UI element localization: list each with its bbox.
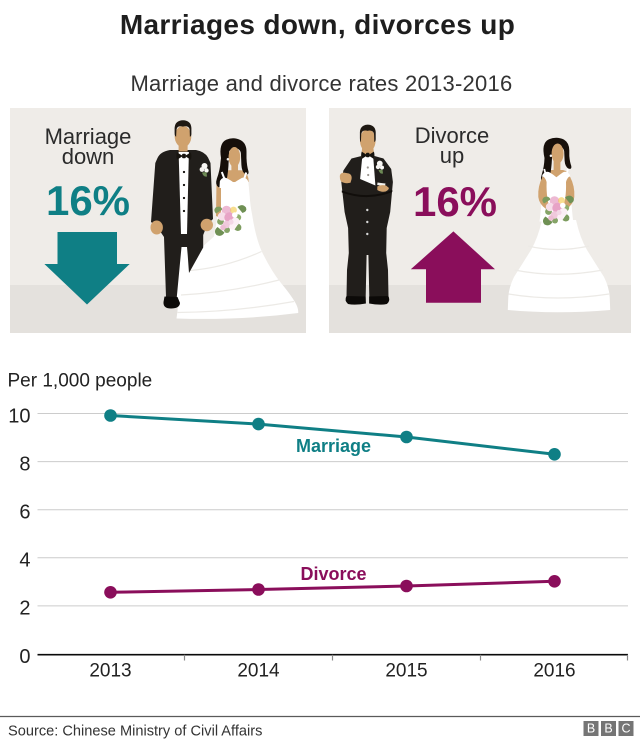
svg-text:8: 8 xyxy=(19,453,30,475)
svg-text:Marriage: Marriage xyxy=(296,436,371,456)
svg-text:2: 2 xyxy=(19,598,30,620)
svg-text:Per 1,000 people: Per 1,000 people xyxy=(8,371,153,392)
svg-text:0: 0 xyxy=(19,646,30,668)
svg-text:10: 10 xyxy=(8,405,30,427)
svg-text:Divorce: Divorce xyxy=(300,564,366,584)
svg-text:B: B xyxy=(604,722,612,736)
svg-text:2014: 2014 xyxy=(237,661,280,682)
svg-text:C: C xyxy=(621,722,630,736)
svg-text:2013: 2013 xyxy=(89,661,131,682)
svg-text:6: 6 xyxy=(19,502,30,524)
svg-text:4: 4 xyxy=(19,550,30,572)
svg-text:B: B xyxy=(587,722,595,736)
svg-text:2016: 2016 xyxy=(533,661,575,682)
svg-text:2015: 2015 xyxy=(385,661,427,682)
svg-text:Source: Chinese Ministry of Ci: Source: Chinese Ministry of Civil Affair… xyxy=(8,724,262,740)
